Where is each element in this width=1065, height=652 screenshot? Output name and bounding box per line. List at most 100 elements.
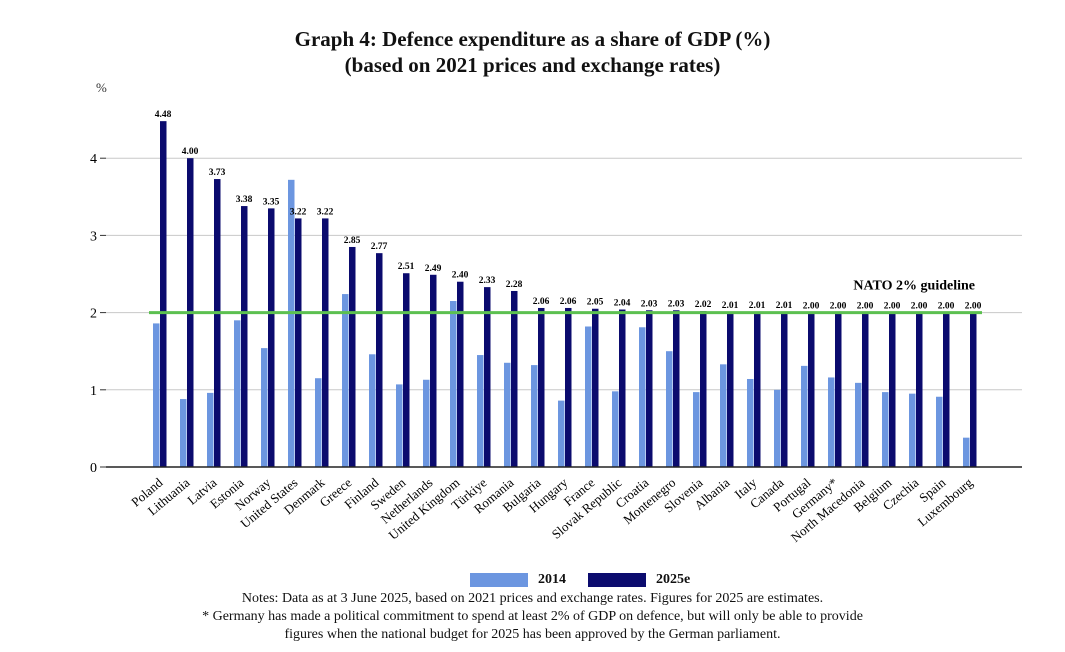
data-label-2025e: 2.05: [587, 298, 604, 308]
bar-2014: [369, 354, 376, 467]
y-axis-label: %: [96, 80, 107, 95]
bar-2014: [963, 437, 970, 467]
bar-2025e: [511, 290, 518, 467]
legend: 2014 2025e: [470, 572, 712, 588]
bar-2025e: [592, 308, 599, 467]
bar-2025e: [457, 281, 464, 467]
data-label-2025e: 2.00: [884, 302, 901, 312]
legend-item-2025e: 2025e: [588, 572, 690, 588]
legend-swatch-2025e: [588, 573, 646, 587]
data-label-2025e: 2.49: [425, 264, 442, 274]
data-label-2025e: 3.22: [317, 207, 334, 217]
bar-2025e: [376, 253, 383, 467]
bar-2014: [666, 351, 673, 467]
bar-2014: [639, 327, 646, 467]
data-label-2025e: 2.00: [965, 302, 982, 312]
bar-2014: [153, 323, 160, 467]
data-label-2025e: 2.00: [830, 302, 847, 312]
bar-2025e: [943, 312, 950, 467]
bar-2014: [477, 355, 484, 467]
note-line-1: Notes: Data as at 3 June 2025, based on …: [241, 591, 824, 606]
bar-2025e: [538, 307, 545, 467]
data-label-2025e: 2.02: [695, 300, 712, 310]
bar-2014: [261, 348, 268, 467]
bar-2025e: [889, 312, 896, 467]
note-line-2: * Germany has made a political commitmen…: [202, 609, 863, 624]
bar-2014: [747, 378, 754, 467]
nato-guideline-label: NATO 2% guideline: [853, 279, 975, 294]
data-label-2025e: 2.33: [479, 276, 496, 286]
data-label-2025e: 2.28: [506, 280, 523, 290]
data-label-2025e: 2.03: [668, 299, 685, 309]
chart-title: Graph 4: Defence expenditure as a share …: [0, 26, 1065, 78]
bar-2025e: [619, 309, 626, 467]
bar-2014: [423, 379, 430, 467]
bar-2014: [801, 365, 808, 467]
data-label-2025e: 2.06: [533, 297, 550, 307]
data-label-2025e: 2.00: [911, 302, 928, 312]
bar-2025e: [700, 311, 707, 467]
bar-2014: [531, 365, 538, 467]
data-label-2025e: 2.03: [641, 299, 658, 309]
bar-2014: [288, 179, 295, 468]
bar-2014: [234, 320, 241, 467]
bar-2025e: [484, 287, 491, 467]
bar-2025e: [646, 310, 653, 467]
y-tick-label: 3: [90, 229, 97, 244]
bar-2014: [396, 384, 403, 467]
bar-2025e: [862, 312, 869, 467]
data-label-2025e: 2.00: [857, 302, 874, 312]
data-label-2025e: 2.01: [722, 301, 739, 311]
bar-2025e: [565, 307, 572, 467]
bar-2025e: [754, 311, 761, 467]
bar-2025e: [970, 312, 977, 467]
bar-2025e: [727, 311, 734, 467]
data-label-2025e: 2.04: [614, 299, 631, 309]
data-label-2025e: 2.85: [344, 236, 361, 246]
data-label-2025e: 2.00: [803, 302, 820, 312]
data-label-2025e: 3.35: [263, 197, 280, 207]
bar-2025e: [808, 312, 815, 467]
data-label-2025e: 2.51: [398, 262, 415, 272]
bar-2014: [180, 399, 187, 467]
note-line-3: figures when the national budget for 202…: [284, 627, 781, 642]
data-label-2025e: 4.48: [155, 110, 172, 120]
bar-2025e: [430, 274, 437, 467]
data-label-2025e: 3.22: [290, 207, 307, 217]
bar-2014: [585, 326, 592, 467]
title-line-2: (based on 2021 prices and exchange rates…: [344, 53, 721, 77]
bar-2014: [936, 396, 943, 467]
bar-2025e: [835, 312, 842, 467]
y-tick-label: 4: [90, 152, 97, 167]
legend-label-2014: 2014: [538, 572, 566, 587]
legend-label-2025e: 2025e: [656, 572, 691, 587]
y-tick-label: 1: [90, 384, 97, 399]
data-label-2025e: 2.77: [371, 242, 388, 252]
bar-2014: [342, 294, 349, 467]
bar-2014: [504, 362, 511, 467]
bar-2025e: [781, 311, 788, 467]
bar-2014: [774, 389, 781, 467]
bar-2014: [882, 392, 889, 467]
data-label-2025e: 4.00: [182, 147, 199, 157]
bar-2025e: [241, 206, 248, 467]
bar-2025e: [916, 312, 923, 467]
bar-2025e: [403, 273, 410, 467]
bar-2025e: [214, 179, 221, 467]
bar-2014: [612, 391, 619, 467]
legend-item-2014: 2014: [470, 572, 566, 588]
title-line-1: Graph 4: Defence expenditure as a share …: [294, 27, 771, 51]
bar-2014: [558, 400, 565, 467]
bar-2025e: [673, 310, 680, 467]
bar-2014: [828, 377, 835, 467]
data-label-2025e: 2.06: [560, 297, 577, 307]
data-label-2025e: 2.01: [776, 301, 793, 311]
data-label-2025e: 3.73: [209, 168, 226, 178]
bar-2014: [855, 382, 862, 467]
bar-2014: [207, 392, 214, 467]
y-tick-label: 2: [90, 307, 97, 322]
bar-2025e: [160, 121, 167, 468]
bar-2014: [315, 378, 322, 467]
bar-2014: [720, 364, 727, 467]
data-label-2025e: 2.40: [452, 271, 469, 281]
